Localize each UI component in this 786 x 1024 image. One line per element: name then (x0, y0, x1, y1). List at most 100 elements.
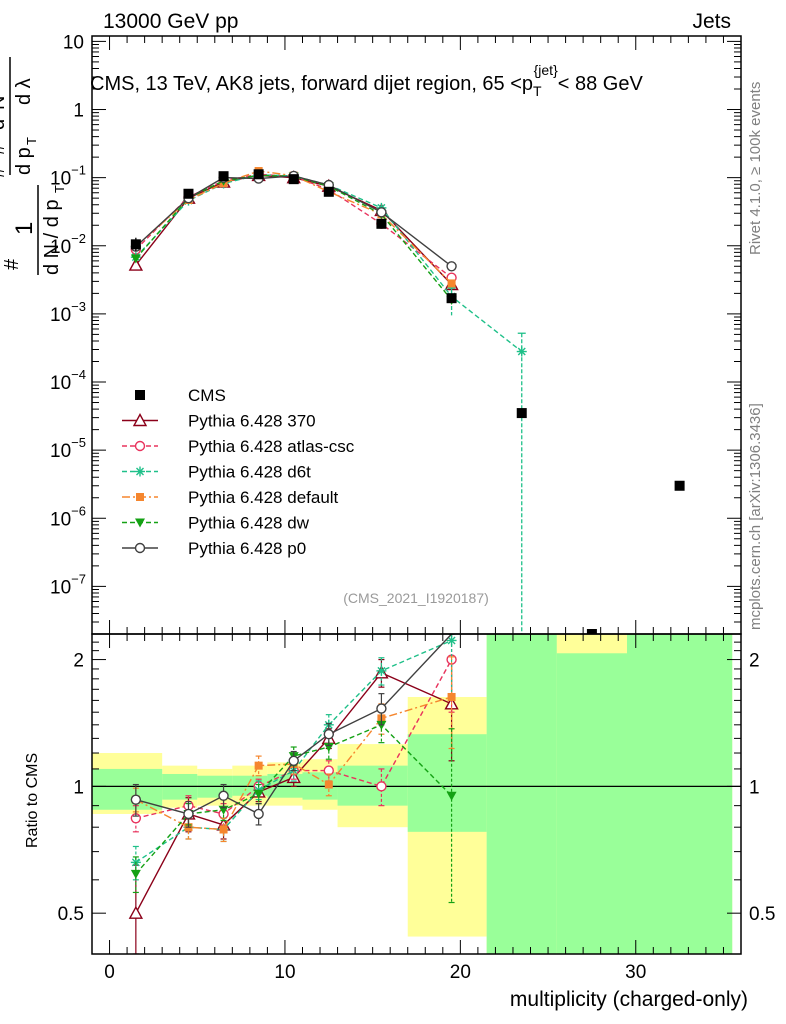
legend-item: CMS (135, 386, 226, 405)
legend-label: Pythia 6.428 p0 (188, 539, 306, 558)
point (446, 293, 457, 304)
point (128, 257, 144, 271)
y-tick-label: 10−5 (50, 435, 86, 462)
legend-label: Pythia 6.428 atlas-csc (188, 437, 355, 456)
point (376, 218, 387, 229)
series-line (135, 659, 453, 819)
point (253, 169, 264, 180)
point (218, 790, 229, 801)
svg-text:d: d (0, 119, 9, 130)
svg-text:N: N (0, 96, 9, 110)
side-label-mcplots: mcplots.cern.ch [arXiv:1306.3436] (747, 403, 764, 630)
x-tick-label: 30 (625, 962, 646, 983)
legend-label: CMS (188, 386, 226, 405)
legend: CMS Pythia 6.428 370 Pythia 6.428 atlas-cs… (122, 386, 355, 558)
point (134, 440, 146, 452)
band-stat (407, 734, 487, 832)
point (323, 729, 334, 740)
series-line (135, 639, 452, 863)
y-tick-label: 1 (73, 101, 84, 122)
svg-text:d N / d p: d N / d p (41, 199, 63, 275)
side-label-rivet: Rivet 4.1.0, ≥ 100k events (747, 82, 764, 255)
x-axis-label: multiplicity (charged-only) (510, 988, 748, 1011)
series-line (135, 696, 452, 831)
point (516, 408, 527, 419)
point (447, 692, 456, 701)
plot-title-end: < 88 GeV (558, 73, 644, 95)
point (446, 261, 457, 272)
legend-item: Pythia 6.428 atlas-csc (122, 437, 355, 456)
band-stat (556, 634, 627, 954)
ratio-y-tick-label-right: 1 (749, 777, 760, 798)
y-tick-label: 10−1 (50, 163, 86, 190)
point (674, 480, 685, 491)
point (376, 781, 387, 792)
y-tick-label: 10−2 (50, 231, 86, 258)
svg-text:T: T (52, 185, 67, 193)
ratio-y-axis-label: Ratio to CMS (24, 753, 41, 848)
point (135, 518, 145, 528)
point (130, 239, 141, 250)
header-right: Jets (692, 10, 731, 33)
x-tick-label: 0 (104, 962, 115, 983)
series-pythia-6-428-atlas-csc (130, 169, 457, 283)
series-line (135, 174, 453, 301)
legend-item: Pythia 6.428 dw (122, 514, 310, 533)
series-line (135, 170, 453, 284)
series-line (135, 634, 453, 815)
series-line (135, 175, 453, 267)
svg-text:#: # (0, 143, 9, 155)
point (136, 493, 144, 501)
ratio-y-tick-label-right: 0.5 (749, 904, 775, 925)
axes: 0 10 20 30 10 1 10−1 10−2 10−3 10−4 10−5 10−6 10−7 0.… (50, 32, 775, 983)
series-pythia-6-428-p0 (130, 170, 457, 272)
point (135, 466, 145, 477)
svg-text:T: T (24, 137, 39, 145)
point (254, 761, 263, 770)
ratio-pythia-6-428-p0 (130, 634, 455, 828)
svg-text:d p: d p (13, 147, 35, 175)
svg-text:d λ: d λ (13, 78, 35, 105)
legend-label: Pythia 6.428 dw (188, 514, 310, 533)
point (447, 279, 456, 288)
point (586, 629, 597, 634)
ratio-y-tick-label: 0.5 (58, 904, 84, 925)
point (376, 665, 387, 676)
x-tick-label: 10 (274, 962, 295, 983)
point (130, 254, 141, 264)
x-tick-label: 20 (450, 962, 471, 983)
band-total (556, 634, 627, 654)
ratio-y-tick-label: 2 (73, 651, 84, 672)
point (134, 542, 146, 554)
point (288, 174, 299, 185)
main-panel-series (128, 167, 685, 634)
legend-item: Pythia 6.428 d6t (122, 463, 311, 482)
point (253, 789, 264, 799)
point (219, 825, 228, 834)
band-stat (486, 634, 557, 954)
ratio-y-tick-label: 1 (73, 777, 84, 798)
y-tick-label: 10−3 (50, 299, 86, 326)
watermark: (CMS_2021_I1920187) (343, 590, 489, 606)
point (446, 635, 457, 646)
series-line (135, 173, 453, 279)
series-line (135, 723, 453, 875)
point (135, 390, 145, 400)
point (376, 703, 387, 714)
legend-item: Pythia 6.428 370 (122, 412, 316, 431)
series-cms (130, 169, 685, 634)
point (130, 794, 142, 805)
y-tick-label: 10−7 (50, 571, 86, 598)
point (516, 346, 527, 357)
ratio-frame (91, 633, 742, 955)
plot-title-sub: T (533, 83, 542, 99)
series-pythia-6-428-370 (128, 167, 459, 291)
legend-item: Pythia 6.428 default (122, 488, 339, 507)
svg-text:#: # (1, 258, 23, 270)
legend-item: Pythia 6.428 p0 (122, 539, 306, 558)
point (218, 171, 229, 182)
ratio-y-tick-label-right: 2 (749, 651, 760, 672)
point (253, 808, 264, 820)
plot-title: CMS, 13 TeV, AK8 jets, forward dijet reg… (90, 62, 643, 99)
